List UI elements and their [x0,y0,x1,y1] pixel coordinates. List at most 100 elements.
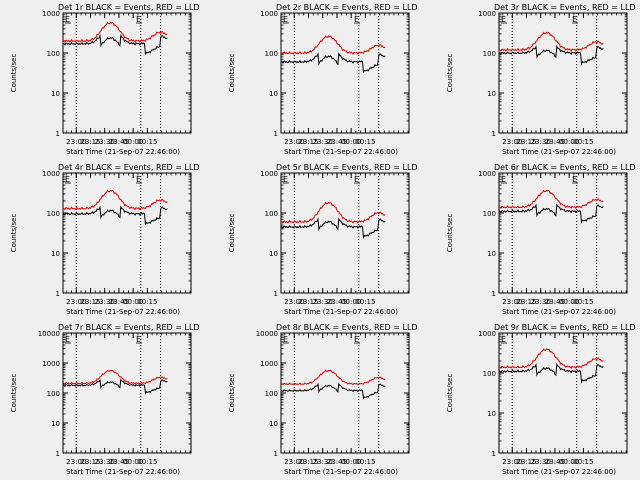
series-line-lld [280,201,386,224]
series-line-events [280,52,386,73]
plot-frame [498,332,628,454]
x-tick-label: 23:45 [545,298,565,306]
x-tick-label: 00:15 [573,458,593,466]
y-axis-label: Counts/sec [228,214,236,253]
x-tick-label: 00:15 [355,298,375,306]
y-tick-label: 10 [269,90,278,98]
x-tick-label: 23:30 [531,458,551,466]
y-tick-label: 1 [274,290,278,298]
panel-title: Det 1r BLACK = Events, RED = LLD [58,3,200,12]
x-tick-label: 23:45 [545,138,565,146]
plot-frame [498,172,628,294]
event-marker-label: E [136,15,141,24]
plot-frame [280,332,410,454]
x-tick-label: 23:30 [95,298,115,306]
y-tick-label: 10 [487,90,496,98]
y-tick-label: 100 [265,390,278,398]
x-tick-label: 23:15 [298,138,318,146]
x-tick-label: 00:00 [559,298,579,306]
x-tick-label: 23:15 [80,298,100,306]
detector-panel-9: Det 9r BLACK = Events, RED = LLD Counts/s… [446,323,636,476]
x-tick-label: 23:30 [313,138,333,146]
y-tick-label: 1 [274,130,278,138]
event-marker-label: E [572,15,577,24]
event-marker-label: E [354,15,359,24]
x-tick-label: 23:30 [95,458,115,466]
panel-title: Det 8r BLACK = Events, RED = LLD [276,323,418,332]
x-tick-label: 00:00 [559,458,579,466]
x-tick-label: 23:30 [313,298,333,306]
event-marker-label: E [65,335,70,344]
x-tick-label: 00:00 [341,458,361,466]
x-tick-label: 00:00 [123,138,143,146]
y-axis-label: Counts/sec [10,214,18,253]
x-tick-label: 00:00 [341,138,361,146]
plot-frame [62,332,192,454]
y-tick-label: 10 [487,250,496,258]
y-tick-label: 1000 [42,360,60,368]
event-marker-label: E [136,335,141,344]
x-tick-label: 23:45 [545,458,565,466]
y-axis-label: Counts/sec [10,54,18,93]
event-marker-label: E [65,15,70,24]
y-tick-label: 100 [265,210,278,218]
series-line-lld [62,21,168,43]
y-axis-label: Counts/sec [228,54,236,93]
event-marker-label: E [572,335,577,344]
event-marker-label: E [283,335,288,344]
series-line-lld [498,189,604,210]
x-tick-label: 23:45 [327,298,347,306]
x-tick-label: 23:15 [298,298,318,306]
y-tick-label: 10000 [256,330,278,338]
x-tick-label: 23:00 [284,298,304,306]
x-tick-label: 23:00 [502,138,522,146]
y-tick-label: 10000 [38,330,60,338]
x-tick-label: 23:15 [80,458,100,466]
series-line-lld [63,369,168,385]
x-tick-label: 23:15 [80,138,100,146]
x-tick-label: 23:00 [66,458,86,466]
panel-title: Det 3r BLACK = Events, RED = LLD [494,3,636,12]
x-axis-label: Start Time (21-Sep-07 22:46:00) [284,308,398,316]
x-tick-label: 00:00 [123,298,143,306]
detector-panel-8: Det 8r BLACK = Events, RED = LLD Counts/s… [228,323,418,476]
y-tick-label: 10 [51,420,60,428]
y-tick-label: 1 [56,290,60,298]
y-tick-label: 10 [51,90,60,98]
x-tick-label: 00:15 [573,138,593,146]
event-marker-label: E [501,335,506,344]
y-tick-label: 100 [265,50,278,58]
panel-title: Det 6r BLACK = Events, RED = LLD [494,163,636,172]
panel-title: Det 9r BLACK = Events, RED = LLD [494,323,636,332]
x-tick-label: 23:00 [284,458,304,466]
x-axis-label: Start Time (21-Sep-07 22:46:00) [502,308,616,316]
event-marker-label: E [354,335,359,344]
y-tick-label: 10 [487,410,496,418]
y-tick-label: 10 [269,250,278,258]
series-line-events [499,203,604,225]
y-tick-label: 100 [483,210,496,218]
series-line-lld [63,189,168,211]
event-marker-label: E [572,175,577,184]
series-line-lld [499,31,604,52]
x-tick-label: 23:00 [284,138,304,146]
y-tick-label: 1 [492,130,496,138]
series-line-events [62,33,168,55]
x-tick-label: 23:15 [298,458,318,466]
x-tick-label: 00:15 [355,458,375,466]
x-tick-label: 23:45 [327,138,347,146]
y-tick-label: 100 [47,210,60,218]
plot-frame [498,12,628,134]
plot-frame [280,12,410,134]
x-axis-label: Start Time (21-Sep-07 22:46:00) [66,308,180,316]
detector-panel-3: Det 3r BLACK = Events, RED = LLD Counts/s… [446,3,636,156]
y-tick-label: 1 [492,450,496,458]
x-tick-label: 23:00 [502,298,522,306]
event-marker-label: E [136,175,141,184]
series-line-lld [280,369,386,386]
x-tick-label: 23:00 [502,458,522,466]
panel-title: Det 2r BLACK = Events, RED = LLD [276,3,418,12]
series-line-events [499,44,604,66]
detector-panel-2: Det 2r BLACK = Events, RED = LLD Counts/s… [228,3,418,156]
y-tick-label: 10 [51,250,60,258]
